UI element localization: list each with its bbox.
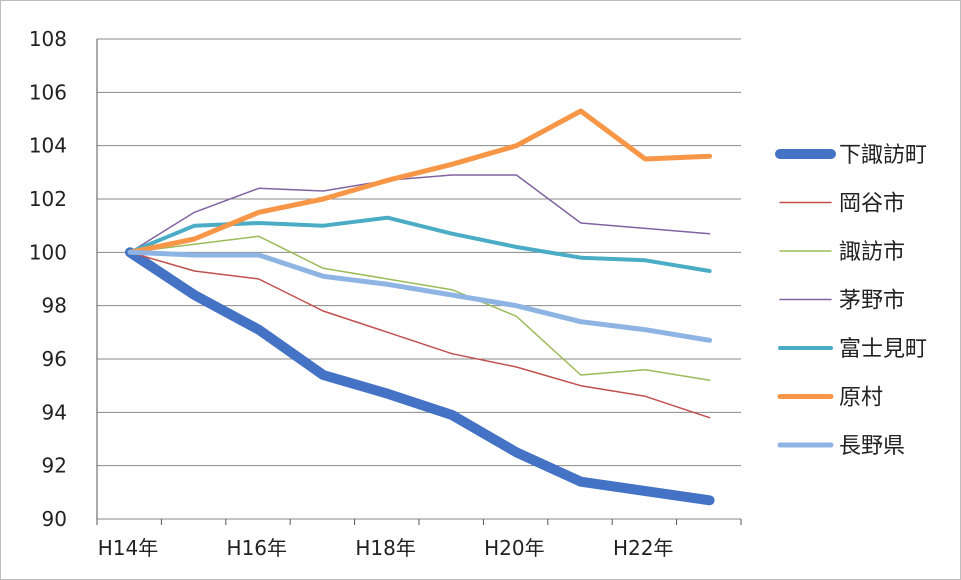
- y-tick-label: 92: [42, 454, 67, 478]
- gridlines: [97, 38, 741, 520]
- x-tick-label: H22年: [613, 536, 674, 560]
- y-tick-label: 98: [42, 294, 67, 318]
- y-tick-label: 100: [29, 240, 67, 264]
- x-tick-label: H18年: [355, 536, 416, 560]
- series-line-5: [127, 108, 713, 255]
- y-tick-label: 90: [42, 507, 67, 531]
- series-line-2: [129, 235, 711, 382]
- x-tick-label: H14年: [98, 536, 159, 560]
- y-tick-label: 108: [29, 27, 67, 51]
- x-tick-label: H20年: [484, 536, 545, 560]
- y-tick-label: 96: [42, 347, 67, 371]
- legend-label: 諏訪市: [839, 240, 905, 265]
- y-tick-label: 104: [29, 134, 67, 158]
- legend-label: 岡谷市: [839, 192, 905, 217]
- axes: [96, 39, 742, 525]
- series-line-3: [129, 174, 711, 254]
- y-tick-label: 106: [29, 80, 67, 104]
- series-line-0: [125, 247, 715, 506]
- legend-label: 下諏訪町: [839, 143, 927, 168]
- x-tick-label: H16年: [227, 536, 288, 560]
- series-lines: [125, 108, 715, 506]
- legend-label: 茅野市: [839, 289, 905, 314]
- x-tick-labels: H14年 H16年 H18年 H20年 H22年: [98, 536, 674, 560]
- y-tick-label: 94: [42, 400, 67, 424]
- legend-label: 原村: [839, 386, 883, 411]
- series-line-1: [129, 251, 711, 419]
- legend-label: 長野県: [839, 434, 905, 459]
- series-line-4: [128, 215, 712, 273]
- y-tick-labels: 90 92 94 96 98 100 102 104 106 108: [29, 27, 67, 531]
- legend-label: 富士見町: [839, 337, 927, 362]
- series-line-6: [127, 249, 713, 343]
- y-tick-label: 102: [29, 187, 67, 211]
